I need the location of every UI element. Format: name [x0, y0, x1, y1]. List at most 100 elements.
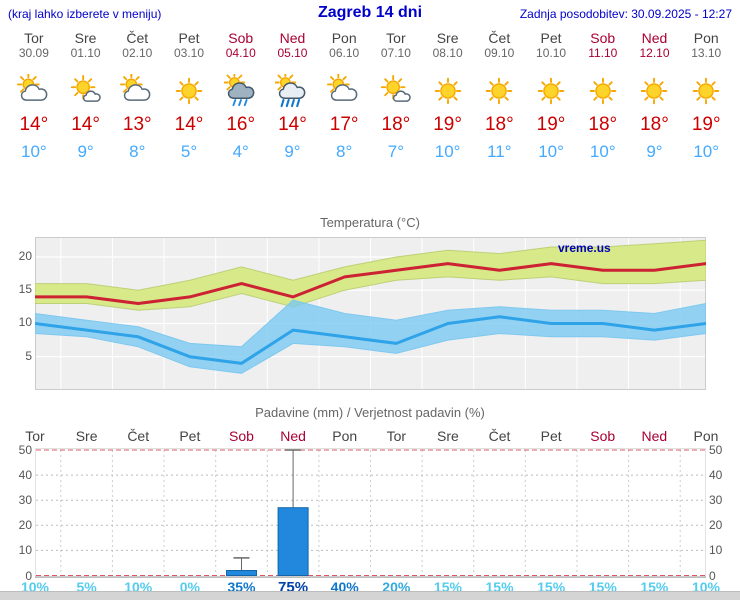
day-column[interactable]: Ned 05.10 14° 9° [267, 26, 319, 172]
forecast-row: Tor 30.09 14° 10° Sre 01.10 14° 9° Čet 02.10 13° 8°… [8, 26, 732, 172]
precip-day-label: Tor [386, 428, 407, 444]
precip-day-label: Sob [228, 428, 254, 444]
low-temp: 8° [129, 142, 146, 161]
day-name: Ned [641, 30, 668, 46]
day-name: Sob [228, 30, 254, 46]
high-temp: 19° [691, 114, 721, 135]
precip-axis-label-left: 10 [18, 543, 32, 558]
precip-day-label: Pet [540, 428, 562, 444]
precip-day-label: Pet [179, 428, 201, 444]
day-date: 06.10 [329, 46, 360, 60]
low-temp: 10° [693, 142, 720, 161]
day-name: Tor [386, 30, 406, 46]
day-name: Pet [540, 30, 562, 46]
day-date: 04.10 [225, 46, 256, 60]
day-name: Sob [590, 30, 616, 46]
precip-day-label: Ned [280, 428, 306, 444]
day-column[interactable]: Tor 30.09 14° 10° [8, 26, 60, 172]
day-column[interactable]: Sre 08.10 19° 10° [422, 26, 474, 172]
precip-day-label: Sre [75, 428, 98, 444]
day-date: 08.10 [432, 46, 463, 60]
low-temp: 10° [21, 142, 47, 161]
temp-axis-label: 5 [25, 348, 32, 363]
last-update-text: Zadnja posodobitev: 30.09.2025 - 12:27 [519, 7, 732, 21]
precipitation-chart-title: Padavine (mm) / Verjetnost padavin (%) [255, 405, 485, 420]
high-temp: 14° [174, 114, 204, 135]
low-temp: 5° [180, 142, 198, 161]
precipitation-day-labels: Tor Sre Čet Pet Sob Ned Pon Tor Sre Čet Pet Sob Ned P… [0, 428, 740, 445]
page-title: Zagreb 14 dni [317, 4, 423, 21]
high-temp: 14° [19, 114, 49, 135]
day-date: 02.10 [122, 46, 153, 60]
precip-axis-label-left: 0 [25, 568, 32, 583]
location-menu-hint[interactable]: (kraj lahko izberete v meniju) [8, 7, 162, 21]
heavy-rain-sun-icon [274, 71, 309, 108]
day-column[interactable]: Sob 04.10 16° 4° [215, 26, 267, 172]
temperature-chart [35, 237, 706, 390]
rain-showers-sun-icon [223, 71, 258, 108]
high-temp: 17° [329, 114, 359, 135]
day-date: 10.10 [536, 46, 567, 60]
high-temp: 14° [278, 114, 307, 135]
sun-with-small-cloud-icon [69, 74, 103, 108]
day-name: Ned [279, 30, 306, 46]
high-temp: 16° [226, 114, 256, 135]
day-column[interactable]: Tor 07.10 18° 7° [370, 26, 422, 172]
precip-day-label: Pon [332, 428, 358, 444]
high-temp: 18° [588, 114, 618, 135]
day-name: Pon [331, 30, 357, 46]
day-name: Sre [74, 30, 97, 46]
high-temp: 19° [536, 114, 566, 135]
sun-with-small-cloud-icon [379, 74, 413, 108]
day-column[interactable]: Sob 11.10 18° 10° [577, 26, 629, 172]
sunny-icon [689, 74, 723, 108]
day-date: 11.10 [588, 46, 618, 60]
day-date: 07.10 [380, 46, 411, 60]
day-date: 09.10 [484, 46, 515, 60]
day-name: Tor [24, 30, 44, 46]
precip-axis-label-right: 50 [709, 443, 723, 457]
day-name: Pet [178, 30, 200, 46]
day-column[interactable]: Ned 12.10 18° 9° [629, 26, 681, 172]
low-temp: 10° [589, 142, 616, 161]
precip-axis-label-right: 10 [709, 543, 723, 558]
sunny-icon [431, 74, 465, 108]
precip-axis-label-left: 40 [18, 468, 32, 483]
day-column[interactable]: Čet 09.10 18° 11° [473, 26, 525, 172]
sunny-icon [172, 74, 206, 108]
day-column[interactable]: Pon 13.10 19° 10° [680, 26, 732, 172]
day-column[interactable]: Pet 03.10 14° 5° [163, 26, 215, 172]
day-column[interactable]: Pet 10.10 19° 10° [525, 26, 577, 172]
horizontal-scrollbar-track[interactable] [0, 591, 740, 600]
high-temp: 19° [433, 114, 462, 135]
low-temp: 9° [646, 142, 663, 161]
high-temp: 18° [640, 114, 669, 135]
low-temp: 9° [284, 142, 301, 161]
precip-axis-label-right: 0 [709, 568, 716, 583]
day-date: 30.09 [18, 46, 49, 60]
precip-axis-label-right: 30 [709, 493, 723, 508]
day-column[interactable]: Pon 06.10 17° 8° [318, 26, 370, 172]
low-temp: 10° [434, 142, 461, 161]
temp-axis-label: 20 [18, 248, 32, 263]
sunny-icon [534, 74, 568, 108]
low-temp: 11° [487, 142, 512, 161]
low-temp: 10° [538, 142, 564, 161]
precip-axis-label-right: 20 [709, 518, 723, 533]
high-temp: 14° [71, 114, 100, 135]
precipitation-chart [35, 448, 706, 578]
day-column[interactable]: Čet 02.10 13° 8° [111, 26, 163, 172]
day-date: 05.10 [277, 46, 308, 60]
precip-axis-label-left: 50 [18, 443, 32, 457]
day-column[interactable]: Sre 01.10 14° 9° [60, 26, 112, 172]
day-date: 03.10 [174, 46, 205, 60]
precip-day-label: Čet [127, 428, 150, 444]
day-name: Sre [436, 30, 459, 46]
high-temp: 18° [484, 114, 514, 135]
low-temp: 8° [336, 142, 353, 161]
day-date: 12.10 [639, 46, 670, 60]
temperature-chart-title: Temperatura (°C) [320, 215, 420, 230]
day-date: 13.10 [691, 46, 722, 60]
sunny-icon [637, 74, 671, 108]
precip-axis-label-left: 20 [18, 518, 32, 533]
